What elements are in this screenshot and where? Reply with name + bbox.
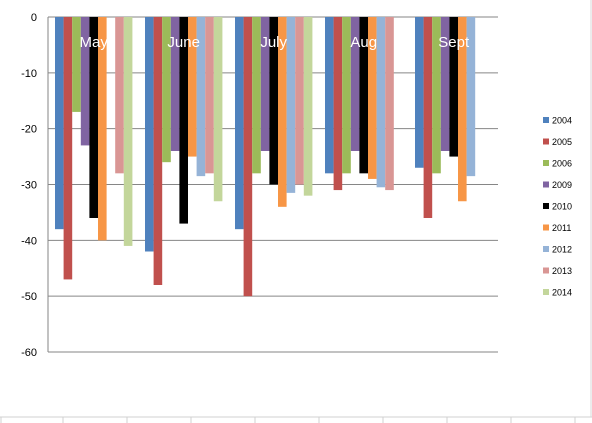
bar-2011-may xyxy=(98,17,107,241)
bar-2012-july xyxy=(286,17,296,193)
legend-label-2013: 2013 xyxy=(552,266,572,276)
legend-label-2011: 2011 xyxy=(552,223,571,233)
bar-2014-july xyxy=(303,17,313,196)
bar-2006-may xyxy=(72,17,81,112)
y-tick-label: -60 xyxy=(21,347,37,359)
legend-swatch-2006 xyxy=(543,160,549,166)
bar-2009-sept xyxy=(440,17,450,151)
bar-2006-july xyxy=(252,17,261,174)
y-tick-label: 0 xyxy=(31,12,37,24)
legend-swatch-2013 xyxy=(543,267,549,274)
bar-2012-aug xyxy=(376,17,386,188)
bar-2012-june xyxy=(196,17,206,177)
bar-2010-july xyxy=(269,17,278,185)
bar-2011-july xyxy=(278,17,287,207)
bar-2009-aug xyxy=(350,17,360,151)
bar-2004-july xyxy=(235,17,244,230)
bar-2011-june xyxy=(188,17,197,157)
legend-label-2010: 2010 xyxy=(552,202,572,212)
category-label-june: June xyxy=(167,34,200,51)
bar-2005-june xyxy=(153,17,163,285)
y-tick-labels: 0 -10 -20 -30 -40 -50 -60 xyxy=(21,12,37,359)
bar-2014-june xyxy=(213,17,223,202)
y-tick-label: -40 xyxy=(21,235,37,247)
bar-2009-june xyxy=(170,17,180,151)
bar-2006-sept xyxy=(432,17,441,174)
bar-2009-july xyxy=(260,17,270,151)
legend-swatch-2004 xyxy=(543,117,549,123)
bar-2014-may xyxy=(123,17,133,246)
category-label-aug: Aug xyxy=(350,34,377,51)
y-tick-label: -50 xyxy=(21,291,37,303)
legend-label-2005: 2005 xyxy=(552,137,572,147)
bar-2005-may xyxy=(63,17,73,280)
bar-2012-sept xyxy=(466,17,476,177)
bar-2013-june xyxy=(205,17,214,174)
legend-label-2014: 2014 xyxy=(552,288,572,298)
y-tick-label: -30 xyxy=(21,180,37,192)
legend-label-2009: 2009 xyxy=(552,180,572,190)
bar-2005-july xyxy=(243,17,253,297)
bar-2013-may xyxy=(115,17,124,174)
category-labels: May June July Aug Sept xyxy=(80,34,470,51)
bar-2004-aug xyxy=(325,17,334,174)
legend-swatch-2014 xyxy=(543,289,549,295)
bar-2010-june xyxy=(179,17,188,224)
legend-swatch-2005 xyxy=(543,138,549,145)
bar-2006-aug xyxy=(342,17,351,174)
category-label-july: July xyxy=(260,34,287,51)
legend-label-2006: 2006 xyxy=(552,159,572,169)
y-tick-label: -10 xyxy=(21,68,37,80)
legend-swatch-2012 xyxy=(543,246,549,252)
legend-label-2004: 2004 xyxy=(552,116,572,126)
bar-2004-may xyxy=(55,17,64,230)
bar-2004-june xyxy=(145,17,154,252)
y-tick-label: -20 xyxy=(21,124,37,136)
bar-2013-july xyxy=(295,17,304,185)
bar-2005-aug xyxy=(333,17,343,191)
bar-2010-sept xyxy=(449,17,458,157)
category-label-may: May xyxy=(80,34,109,51)
legend: 2004 2005 2006 2009 2010 2011 2012 2013 2014 xyxy=(543,116,572,298)
category-label-sept: Sept xyxy=(438,34,470,51)
bar-2011-aug xyxy=(368,17,377,179)
bar-2009-may xyxy=(80,17,90,146)
bar-2005-sept xyxy=(423,17,433,218)
bar-2010-may xyxy=(89,17,98,218)
bar-2004-sept xyxy=(415,17,424,168)
bar-2010-aug xyxy=(359,17,368,174)
legend-swatch-2011 xyxy=(543,224,549,231)
legend-swatch-2009 xyxy=(543,181,549,188)
bar-2011-sept xyxy=(458,17,467,202)
bar-2013-aug xyxy=(385,17,394,191)
bar-2006-june xyxy=(162,17,171,163)
legend-swatch-2010 xyxy=(543,203,549,209)
bars xyxy=(55,17,476,297)
legend-label-2012: 2012 xyxy=(552,245,572,255)
